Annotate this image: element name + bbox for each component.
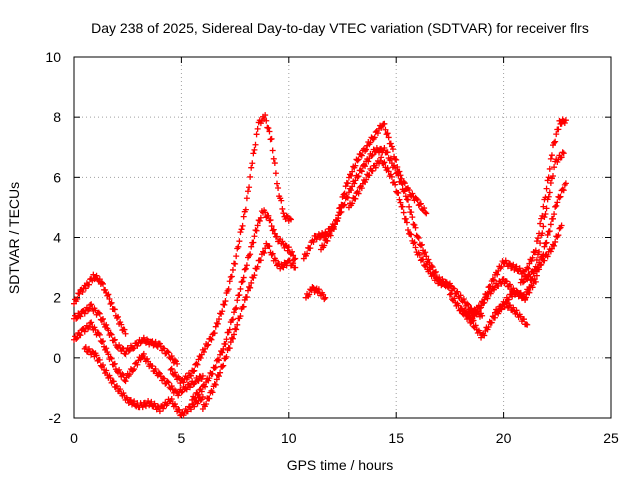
series-track-k: [345, 154, 486, 320]
series-track-i: [300, 120, 430, 262]
plus-markers: [189, 207, 299, 403]
series-track-j: [318, 144, 453, 290]
plus-markers: [517, 222, 565, 286]
plus-markers: [71, 319, 206, 399]
x-tick-label: 20: [496, 430, 512, 446]
series-track-o: [492, 299, 531, 328]
series-track-f: [189, 207, 299, 403]
data-points: [71, 112, 569, 419]
x-tick-label: 15: [388, 430, 404, 446]
series-track-b: [71, 301, 181, 367]
series-track-d: [81, 344, 206, 419]
x-tick-label: 5: [178, 430, 186, 446]
x-tick-label: 10: [281, 430, 297, 446]
y-axis-label: SDTVAR / TECUs: [6, 182, 22, 294]
series-track-e: [167, 112, 294, 387]
axis-ticks: 0 5 10 15 20 25 -2 0 2 4 6 8 10: [45, 49, 619, 446]
plus-markers: [300, 120, 430, 262]
plus-markers: [302, 284, 329, 303]
plus-markers: [71, 271, 129, 337]
y-tick-label: 0: [53, 350, 61, 366]
plus-markers: [71, 301, 181, 367]
plus-markers: [345, 154, 486, 320]
y-tick-label: 10: [45, 49, 61, 65]
y-tick-label: 6: [53, 169, 61, 185]
y-tick-label: 2: [53, 290, 61, 306]
plus-markers: [492, 299, 531, 328]
series-track-c: [71, 319, 206, 399]
x-tick-label: 25: [603, 430, 619, 446]
plus-markers: [81, 344, 206, 419]
chart-title: Day 238 of 2025, Sidereal Day-to-day VTE…: [91, 20, 589, 36]
x-axis-label: GPS time / hours: [287, 457, 394, 473]
plus-markers: [199, 240, 299, 412]
series-track-a: [71, 271, 129, 337]
grid: [74, 57, 611, 418]
series-track-h: [302, 284, 329, 303]
y-tick-label: -2: [49, 410, 62, 426]
x-tick-label: 0: [70, 430, 78, 446]
y-tick-label: 4: [53, 230, 61, 246]
plus-markers: [318, 144, 453, 290]
series-track-g: [199, 240, 299, 412]
plus-markers: [167, 112, 294, 387]
series-track-p: [517, 222, 565, 286]
y-tick-label: 8: [53, 109, 61, 125]
